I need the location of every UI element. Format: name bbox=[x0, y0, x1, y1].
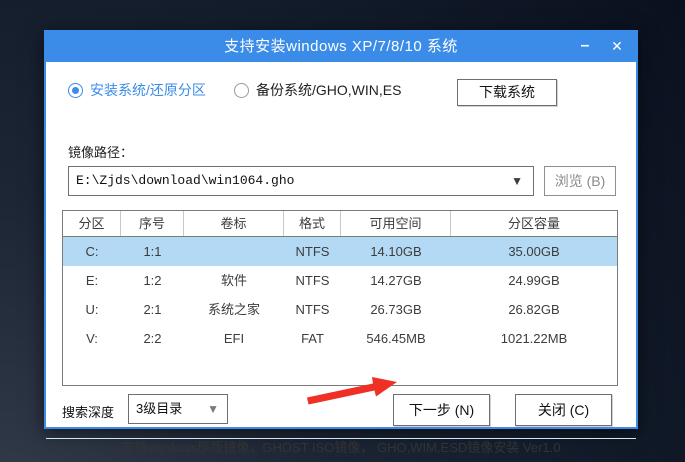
cell-partition: U: bbox=[85, 302, 99, 317]
close-button[interactable]: 关闭 (C) bbox=[515, 394, 612, 426]
cell-format: NTFS bbox=[295, 273, 330, 288]
cell-volume-label: 软件 bbox=[220, 273, 247, 288]
col-header-free-space: 可用空间 bbox=[341, 211, 451, 236]
col-header-partition: 分区 bbox=[63, 211, 121, 236]
cell-format: NTFS bbox=[295, 244, 330, 259]
table-row-c[interactable]: C: 1:1 NTFS 14.10GB 35.00GB bbox=[63, 237, 617, 266]
search-depth-label: 搜索深度 bbox=[62, 405, 115, 420]
col-header-capacity: 分区容量 bbox=[507, 216, 560, 231]
cell-capacity: 35.00GB bbox=[508, 244, 560, 259]
chevron-down-icon[interactable]: ▼ bbox=[511, 174, 523, 188]
partition-table: 分区 序号 卷标 格式 可用空间 分区容量 C: 1:1 NTFS 14.10G… bbox=[62, 210, 618, 386]
cell-capacity: 24.99GB bbox=[508, 273, 560, 288]
table-row-v[interactable]: V: 2:2 EFI FAT 546.45MB 1021.22MB bbox=[63, 324, 617, 353]
cell-index: 2:1 bbox=[143, 302, 162, 317]
image-path-label: 镜像路径： bbox=[68, 145, 134, 160]
cell-partition: C: bbox=[85, 244, 99, 259]
installer-window: 支持安装windows XP/7/8/10 系统 – ✕ 安装系统/还原分区 备… bbox=[44, 30, 638, 455]
search-depth-value: 3级目录 bbox=[136, 401, 183, 416]
cell-volume-label: 系统之家 bbox=[207, 302, 260, 317]
minimize-icon[interactable]: – bbox=[580, 37, 590, 54]
download-system-button[interactable]: 下载系统 bbox=[457, 79, 557, 106]
table-row-u[interactable]: U: 2:1 系统之家 NTFS 26.73GB 26.82GB bbox=[63, 295, 617, 324]
cell-free-space: 546.45MB bbox=[366, 331, 426, 346]
window-title: 支持安装windows XP/7/8/10 系统 bbox=[224, 38, 458, 55]
image-path-combobox[interactable]: E:\Zjds\download\win1064.gho ▼ bbox=[68, 166, 534, 196]
cell-free-space: 14.27GB bbox=[370, 273, 422, 288]
radio-install-label: 安装系统/还原分区 bbox=[90, 82, 206, 98]
window-content: 安装系统/还原分区 备份系统/GHO,WIN,ES 下载系统 镜像路径： E:\… bbox=[46, 62, 636, 455]
browse-button[interactable]: 浏览 (B) bbox=[544, 166, 616, 196]
cell-volume-label: EFI bbox=[223, 331, 245, 346]
cell-index: 1:2 bbox=[143, 273, 162, 288]
cell-format: NTFS bbox=[295, 302, 330, 317]
next-button[interactable]: 下一步 (N) bbox=[393, 394, 490, 426]
cell-free-space: 14.10GB bbox=[370, 244, 422, 259]
search-depth-dropdown[interactable]: 3级目录 ▼ bbox=[128, 394, 228, 424]
footer-status-text: 支持windows原版镜像，GHOST ISO镜像， GHO,WIM,ESD镜像… bbox=[46, 438, 636, 457]
title-bar[interactable]: 支持安装windows XP/7/8/10 系统 – ✕ bbox=[46, 32, 636, 62]
cell-volume-label bbox=[184, 237, 284, 266]
table-header-row: 分区 序号 卷标 格式 可用空间 分区容量 bbox=[63, 211, 617, 237]
cell-capacity: 26.82GB bbox=[508, 302, 560, 317]
radio-unselected-icon bbox=[234, 82, 249, 98]
cell-format: FAT bbox=[301, 331, 324, 346]
table-row-e[interactable]: E: 1:2 软件 NTFS 14.27GB 24.99GB bbox=[63, 266, 617, 295]
chevron-down-icon[interactable]: ▼ bbox=[207, 402, 219, 416]
image-path-value: E:\Zjds\download\win1064.gho bbox=[76, 173, 295, 188]
radio-backup-label: 备份系统/GHO,WIN,ES bbox=[256, 82, 402, 98]
col-header-index: 序号 bbox=[121, 211, 184, 236]
cell-capacity: 1021.22MB bbox=[500, 331, 568, 346]
cell-partition: V: bbox=[86, 331, 98, 346]
cell-partition: E: bbox=[85, 273, 99, 288]
radio-install-restore[interactable]: 安装系统/还原分区 bbox=[68, 80, 206, 100]
radio-selected-icon bbox=[68, 82, 83, 98]
cell-index: 2:2 bbox=[143, 331, 162, 346]
cell-index: 1:1 bbox=[143, 244, 162, 259]
close-icon[interactable]: ✕ bbox=[611, 38, 623, 54]
col-header-format: 格式 bbox=[284, 211, 341, 236]
radio-backup[interactable]: 备份系统/GHO,WIN,ES bbox=[234, 80, 401, 100]
cell-free-space: 26.73GB bbox=[370, 302, 422, 317]
col-header-volume-label: 卷标 bbox=[184, 211, 284, 236]
